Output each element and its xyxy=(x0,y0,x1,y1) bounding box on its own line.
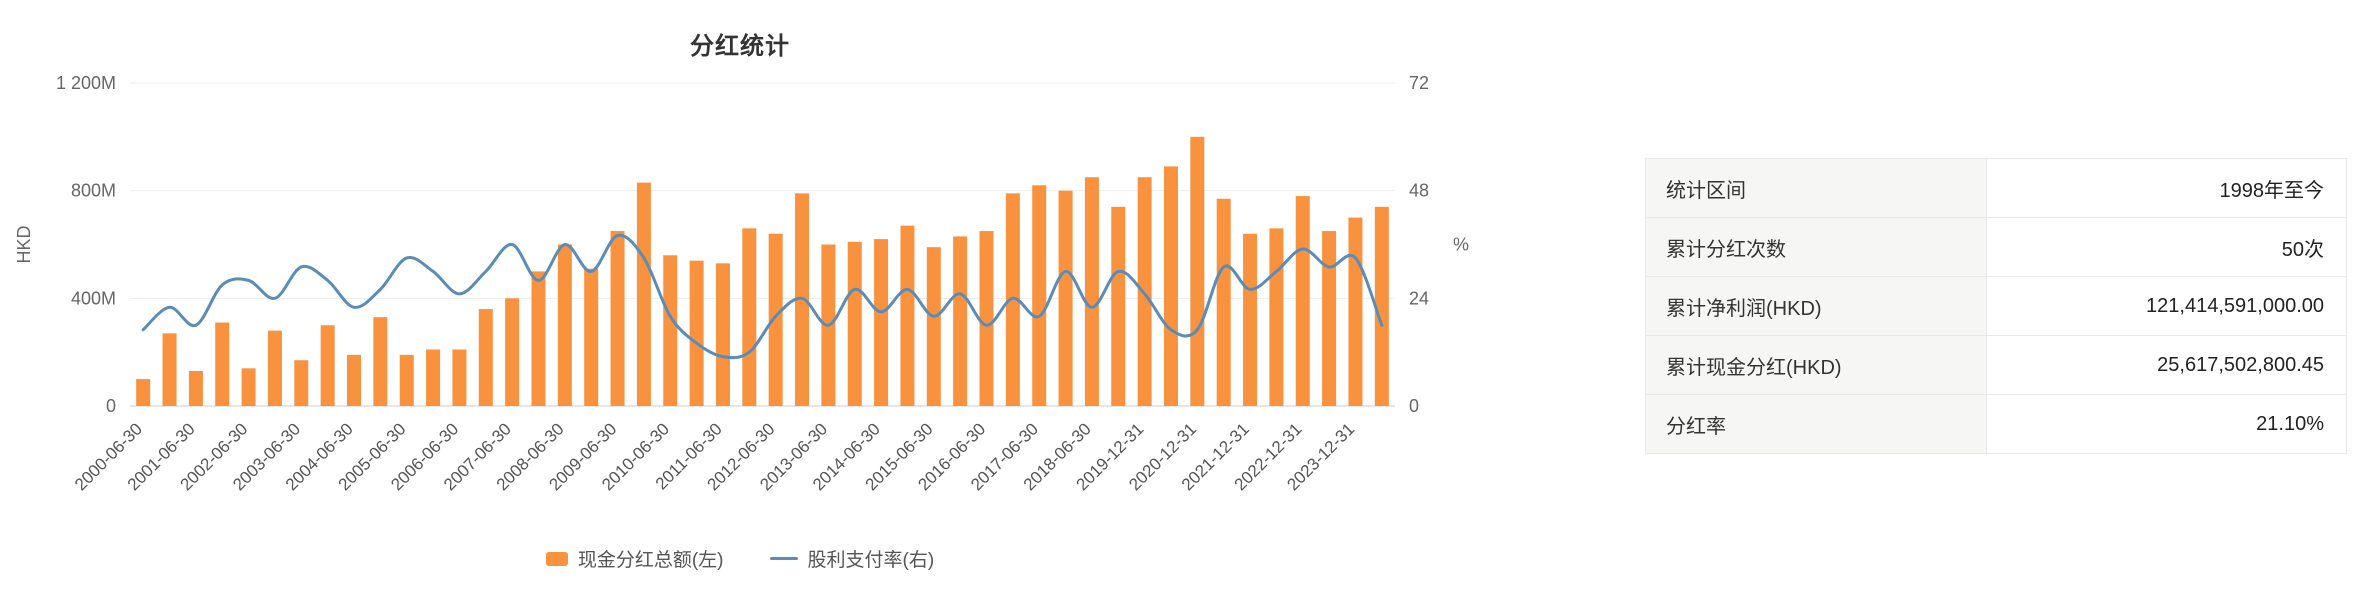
dividend-bar xyxy=(715,263,730,406)
dividend-bar xyxy=(636,182,651,406)
stat-row-net-profit: 累计净利润(HKD) 121,414,591,000.00 xyxy=(1646,277,2346,336)
dividend-bar xyxy=(1295,196,1310,406)
left-axis-labels: 0 400M 800M 1 200M xyxy=(56,73,116,416)
dividend-bar xyxy=(1058,190,1073,406)
right-axis-name: % xyxy=(1453,235,1469,255)
dividend-bar xyxy=(373,317,388,406)
dividend-bar xyxy=(426,349,441,406)
stat-label-dividend-count: 累计分红次数 xyxy=(1646,218,1987,276)
dividend-bar xyxy=(452,349,467,406)
dividend-bar xyxy=(926,247,941,406)
dividend-bar xyxy=(1084,177,1099,406)
dividend-bar xyxy=(1190,136,1205,407)
dividend-bar xyxy=(1216,198,1231,406)
stats-table: 统计区间 1998年至今累计分红次数 50次累计净利润(HKD) 121,414,59… xyxy=(1645,158,2347,454)
stat-row-period: 统计区间 1998年至今 xyxy=(1646,159,2346,218)
dividend-bar xyxy=(188,371,203,406)
dividend-bar xyxy=(742,228,757,406)
legend-label-payout-ratio: 股利支付率(右) xyxy=(807,550,935,571)
bar-series-marker-icon xyxy=(545,551,568,566)
chart-canvas[interactable]: 0 400M 800M 1 200M 0 24 48 72 HKD % 2000-06-302001… xyxy=(0,0,1480,598)
stat-value-net-profit: 121,414,591,000.00 xyxy=(2146,294,2324,317)
legend-label-cash-dividend: 现金分红总额(左) xyxy=(577,550,724,571)
right-axis-labels: 0 24 48 72 xyxy=(1409,73,1429,416)
chart-legend: 现金分红总额(左) 股利支付率(右) xyxy=(0,545,1480,572)
svg-text:48: 48 xyxy=(1409,181,1429,201)
chart-title: 分红统计 xyxy=(690,33,790,60)
dividend-bar xyxy=(267,330,282,406)
dividend-bar xyxy=(584,268,599,406)
dividend-bar xyxy=(1269,228,1284,406)
stat-row-payout-ratio: 分红率 21.10% xyxy=(1646,395,2346,454)
svg-text:24: 24 xyxy=(1409,288,1429,308)
dividend-bar xyxy=(953,236,968,406)
stat-label-period: 统计区间 xyxy=(1646,159,1987,217)
dividend-bar xyxy=(663,255,678,406)
dividend-bar xyxy=(847,241,862,406)
stat-value-period: 1998年至今 xyxy=(2219,179,2325,202)
svg-text:72: 72 xyxy=(1409,73,1429,93)
svg-text:400M: 400M xyxy=(71,288,116,308)
svg-text:0: 0 xyxy=(1409,396,1419,416)
dividend-bar xyxy=(347,354,362,406)
dividend-bar xyxy=(1348,217,1363,406)
bar-series xyxy=(136,136,1389,407)
dividend-bar xyxy=(1322,231,1337,406)
stat-value-payout-ratio: 21.10% xyxy=(2256,412,2324,435)
dividend-bar xyxy=(294,360,309,406)
stat-label-payout-ratio: 分红率 xyxy=(1646,395,1987,453)
left-axis-name: HKD xyxy=(14,225,34,263)
dividend-bar xyxy=(399,354,414,406)
dividend-bar xyxy=(1163,166,1178,406)
grid-lines xyxy=(130,82,1395,299)
svg-text:1 200M: 1 200M xyxy=(56,73,116,93)
line-series-marker-icon xyxy=(769,557,798,560)
legend-item-payout-ratio[interactable]: 股利支付率(右) xyxy=(769,545,935,572)
dividend-bar xyxy=(136,379,151,406)
dividend-bar xyxy=(557,244,572,406)
dividend-bar xyxy=(241,368,256,406)
payout-ratio-line xyxy=(141,233,1384,360)
legend-item-cash-dividend[interactable]: 现金分红总额(左) xyxy=(545,545,724,572)
dividend-bar xyxy=(215,322,230,406)
dividend-bar xyxy=(768,233,783,406)
dividend-bar xyxy=(900,225,915,406)
dividend-bar xyxy=(478,309,493,406)
stat-row-cash-dividend: 累计现金分红(HKD) 25,617,502,800.45 xyxy=(1646,336,2346,395)
dividend-bar xyxy=(320,325,335,406)
stat-value-dividend-count: 50次 xyxy=(2281,238,2324,261)
dividend-bar xyxy=(874,239,889,406)
x-axis-labels: 2000-06-302001-06-302002-06-302003-06-30… xyxy=(71,419,1358,494)
dividend-bar xyxy=(979,231,994,406)
dividend-bar xyxy=(1374,206,1389,406)
dividend-bar xyxy=(505,298,520,406)
dividend-bar xyxy=(1243,233,1258,406)
dividend-bar xyxy=(1111,206,1126,406)
svg-text:800M: 800M xyxy=(71,181,116,201)
dividend-bar xyxy=(531,271,546,406)
stat-label-cash-dividend: 累计现金分红(HKD) xyxy=(1646,336,1987,394)
dividend-bar xyxy=(1032,185,1047,406)
dividend-bar xyxy=(162,333,177,406)
stat-label-net-profit: 累计净利润(HKD) xyxy=(1646,277,1987,335)
dividend-chart: 分红统计 0 400M 800M 1 200M 0 24 48 72 HKD% 2000-06-3… xyxy=(0,0,1480,598)
dividend-bar xyxy=(610,231,625,406)
dividend-bar xyxy=(689,260,704,406)
stat-row-dividend-count: 累计分红次数 50次 xyxy=(1646,218,2346,277)
stat-value-cash-dividend: 25,617,502,800.45 xyxy=(2157,353,2324,376)
svg-text:0: 0 xyxy=(106,396,116,416)
